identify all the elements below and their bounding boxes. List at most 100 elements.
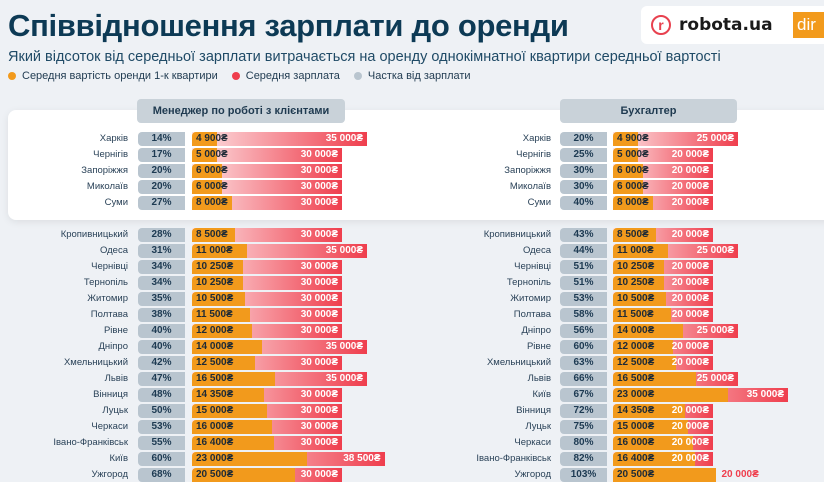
rent-bar xyxy=(613,420,688,434)
share-badge: 68% xyxy=(138,468,185,482)
salary-label: 20 000₴ xyxy=(671,165,709,176)
rent-label: 8 500₴ xyxy=(617,229,649,240)
salary-label: 30 000₴ xyxy=(300,197,338,208)
salary-label: 20 000₴ xyxy=(671,181,709,192)
salary-label: 20 000₴ xyxy=(671,453,709,464)
salary-label: 30 000₴ xyxy=(300,437,338,448)
city-label: Чернігів xyxy=(93,149,128,160)
rent-label: 6 000₴ xyxy=(196,165,228,176)
rent-label: 23 000₴ xyxy=(196,453,234,464)
subtitle: Який відсоток від середньої зарплати вит… xyxy=(8,49,721,65)
salary-label: 20 000₴ xyxy=(671,293,709,304)
rent-bar xyxy=(192,436,274,450)
share-badge: 43% xyxy=(560,228,607,242)
rent-bar xyxy=(192,228,235,242)
salary-label: 30 000₴ xyxy=(300,309,338,320)
city-label: Запоріжжя xyxy=(81,165,128,176)
rent-bar xyxy=(613,372,696,386)
rent-bar xyxy=(613,228,656,242)
city-label: Тернопіль xyxy=(506,277,551,288)
city-label: Івано-Франківськ xyxy=(476,453,551,464)
city-label: Чернівці xyxy=(514,261,551,272)
rent-bar xyxy=(613,340,673,354)
rent-label: 6 000₴ xyxy=(617,181,649,192)
legend-label: Середня зарплата xyxy=(245,70,340,82)
share-badge: 34% xyxy=(138,276,185,290)
red-dot-icon xyxy=(231,72,240,80)
tab-accountant: Бухгалтер xyxy=(560,99,737,123)
rent-label: 10 250₴ xyxy=(196,277,234,288)
rent-label: 4 900₴ xyxy=(196,133,228,144)
salary-label: 30 000₴ xyxy=(300,149,338,160)
salary-label: 35 000₴ xyxy=(325,133,363,144)
share-badge: 60% xyxy=(560,340,607,354)
salary-label: 30 000₴ xyxy=(300,405,338,416)
city-label: Ужгород xyxy=(91,469,128,480)
rent-label: 10 500₴ xyxy=(196,293,234,304)
logo: r robota.ua dir xyxy=(641,6,824,44)
rent-label: 14 000₴ xyxy=(196,341,234,352)
salary-label: 20 000₴ xyxy=(671,357,709,368)
city-label: Чернівці xyxy=(91,261,128,272)
rent-label: 8 000₴ xyxy=(617,197,649,208)
salary-label: 25 000₴ xyxy=(696,373,734,384)
salary-label: 30 000₴ xyxy=(300,357,338,368)
rent-label: 16 000₴ xyxy=(196,421,234,432)
city-label: Кропивницький xyxy=(60,229,128,240)
salary-label: 25 000₴ xyxy=(696,245,734,256)
share-badge: 31% xyxy=(138,244,185,258)
city-label: Київ xyxy=(109,453,128,464)
city-label: Суми xyxy=(104,197,128,208)
city-label: Хмельницький xyxy=(63,357,128,368)
rent-bar xyxy=(192,372,275,386)
rent-label: 14 350₴ xyxy=(196,389,234,400)
rent-bar xyxy=(192,292,245,306)
share-badge: 51% xyxy=(560,276,607,290)
legend-rent: Середня вартість оренди 1-к квартири xyxy=(8,70,218,82)
share-badge: 60% xyxy=(138,452,185,466)
salary-label: 30 000₴ xyxy=(300,293,338,304)
salary-bar xyxy=(192,180,342,194)
rent-label: 11 000₴ xyxy=(196,245,233,256)
rent-label: 15 000₴ xyxy=(196,405,234,416)
share-badge: 80% xyxy=(560,436,607,450)
share-badge: 28% xyxy=(138,228,185,242)
city-label: Вінниця xyxy=(516,405,551,416)
share-badge: 44% xyxy=(560,244,607,258)
share-badge: 56% xyxy=(560,324,607,338)
city-label: Суми xyxy=(527,197,551,208)
share-badge: 53% xyxy=(138,420,185,434)
partner-logo: dir xyxy=(793,12,824,38)
rent-label: 12 000₴ xyxy=(196,325,234,336)
city-label: Запоріжжя xyxy=(504,165,551,176)
rent-bar xyxy=(192,420,272,434)
city-label: Миколаїв xyxy=(86,181,128,192)
salary-label: 30 000₴ xyxy=(300,181,338,192)
salary-label: 38 500₴ xyxy=(343,453,381,464)
rent-bar xyxy=(613,324,683,338)
legend-label: Частка від зарплати xyxy=(367,70,471,82)
share-badge: 20% xyxy=(560,132,607,146)
tab-manager: Менеджер по роботі з клієнтами xyxy=(137,99,345,123)
city-label: Рівне xyxy=(103,325,128,336)
city-label: Луцьк xyxy=(525,421,551,432)
salary-label: 30 000₴ xyxy=(300,165,338,176)
share-badge: 27% xyxy=(138,196,185,210)
city-label: Луцьк xyxy=(102,405,128,416)
salary-label: 20 000₴ xyxy=(671,277,709,288)
rent-label: 11 500₴ xyxy=(196,309,233,320)
salary-bar xyxy=(192,164,342,178)
legend-salary: Середня зарплата xyxy=(231,70,340,82)
share-badge: 42% xyxy=(138,356,185,370)
rent-bar xyxy=(192,276,244,290)
city-label: Харків xyxy=(99,133,128,144)
city-label: Львів xyxy=(527,373,551,384)
orange-dot-icon xyxy=(8,72,16,80)
share-badge: 48% xyxy=(138,388,185,402)
salary-bar xyxy=(613,132,738,146)
legend: Середня вартість оренди 1-к квартири Сер… xyxy=(8,70,471,82)
rent-bar xyxy=(613,244,668,258)
salary-label: 20 000₴ xyxy=(671,421,709,432)
share-badge: 20% xyxy=(138,164,185,178)
salary-label: 30 000₴ xyxy=(300,389,338,400)
